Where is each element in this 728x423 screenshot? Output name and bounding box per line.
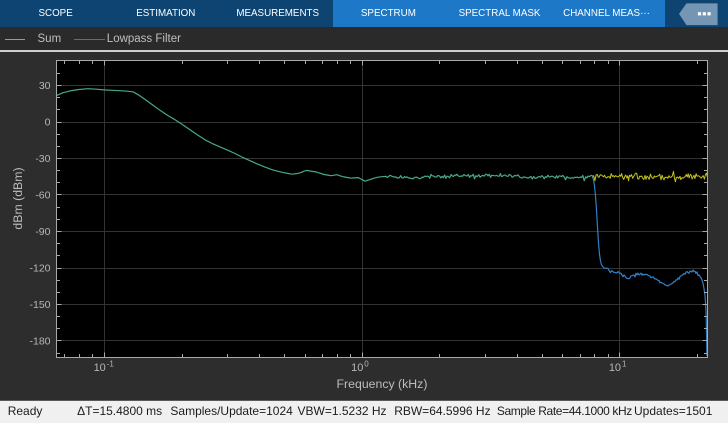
svg-text:-180: -180 xyxy=(29,335,50,347)
svg-text:10: 10 xyxy=(94,362,106,374)
svg-text:-120: -120 xyxy=(29,262,50,274)
svg-text:0: 0 xyxy=(364,360,369,369)
svg-text:Frequency (kHz): Frequency (kHz) xyxy=(337,377,428,391)
svg-text:dBm (dBm): dBm (dBm) xyxy=(11,167,25,229)
svg-text:10: 10 xyxy=(609,362,621,374)
svg-text:-30: -30 xyxy=(35,153,50,165)
svg-text:30: 30 xyxy=(39,80,51,92)
svg-text:1: 1 xyxy=(622,360,627,369)
svg-text:-90: -90 xyxy=(35,226,50,238)
svg-text:-60: -60 xyxy=(35,189,50,201)
svg-text:10: 10 xyxy=(351,362,363,374)
svg-text:0: 0 xyxy=(45,116,51,128)
svg-text:-150: -150 xyxy=(29,299,50,311)
svg-text:-1: -1 xyxy=(107,360,115,369)
